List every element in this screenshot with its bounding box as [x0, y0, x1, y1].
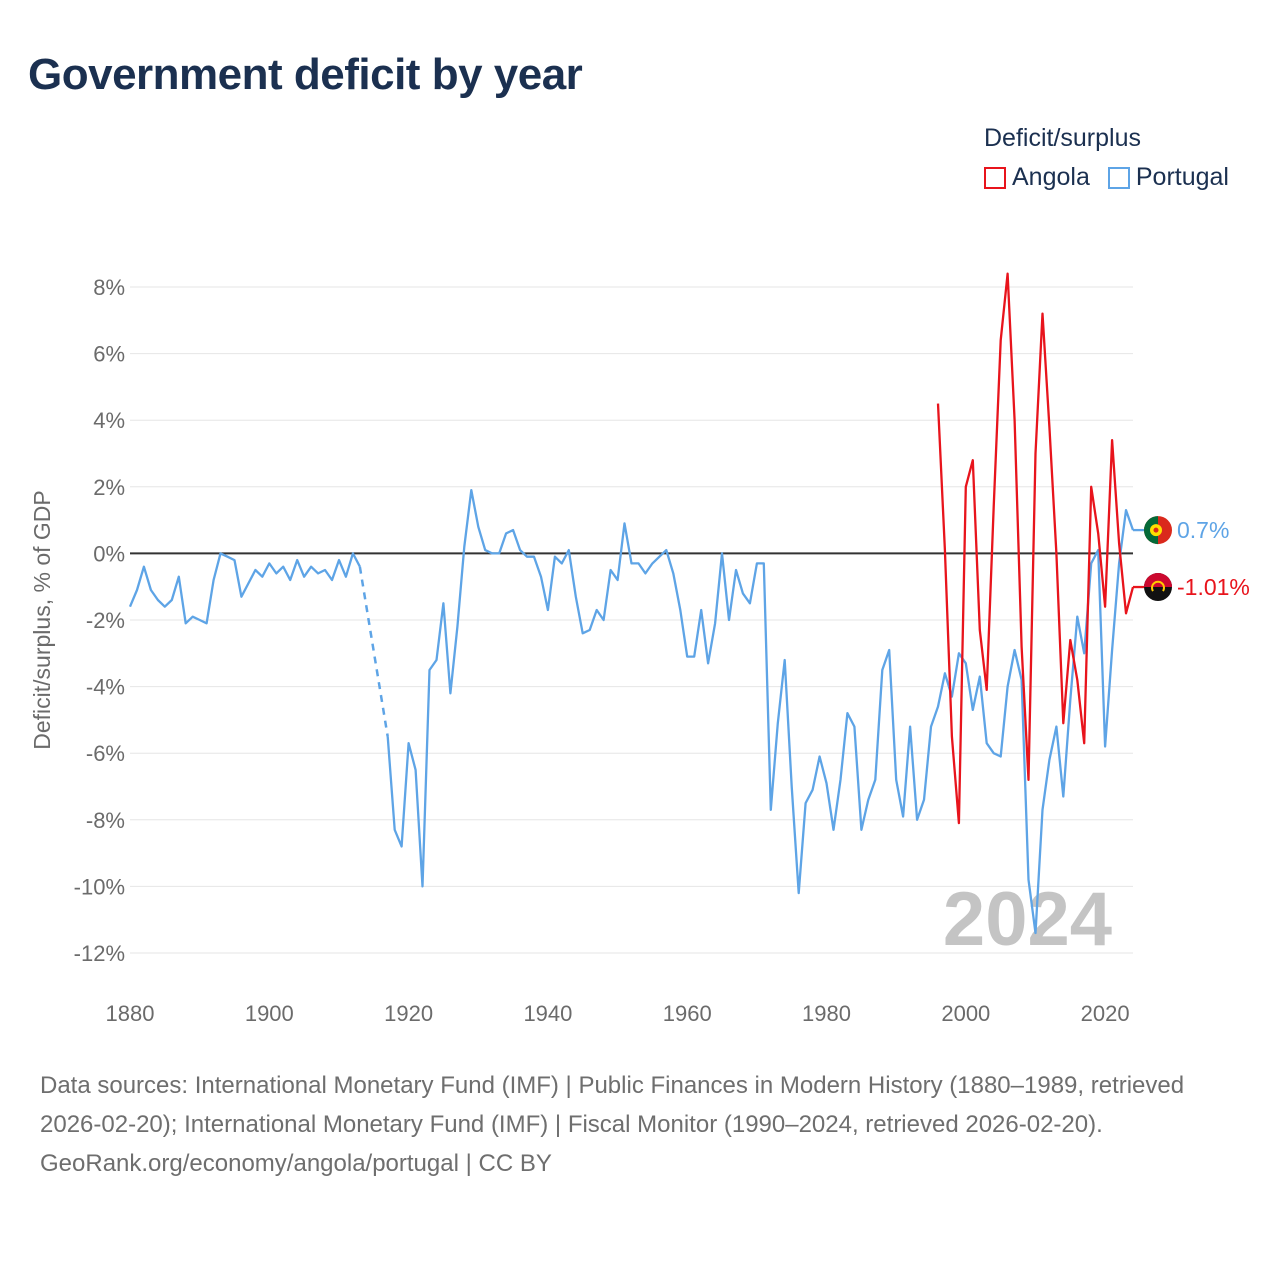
year-watermark: 2024	[943, 877, 1112, 962]
portugal-gap-segment	[358, 566, 389, 737]
legend-title: Deficit/surplus	[984, 124, 1141, 152]
angola-flag-red	[1144, 573, 1172, 588]
y-tick-label: 6%	[93, 342, 125, 367]
legend-swatch-angola	[984, 166, 1006, 189]
x-tick-label: 2000	[941, 1001, 990, 1026]
portugal-line	[128, 552, 361, 625]
legend-item-portugal[interactable]: Portugal	[1107, 163, 1229, 192]
x-tick-label: 1940	[523, 1001, 572, 1026]
x-tick-label: 1900	[245, 1001, 294, 1026]
y-axis-title: Deficit/surplus, % of GDP	[29, 490, 55, 749]
y-tick-label: -6%	[86, 741, 125, 766]
y-tick-label: -4%	[86, 675, 125, 700]
angola-end-label: -1.01%	[1177, 574, 1250, 600]
y-tick-label: -10%	[74, 874, 125, 899]
x-tick-label: 1980	[802, 1001, 851, 1026]
legend-item-angola[interactable]: Angola	[984, 163, 1090, 192]
y-tick-label: -2%	[86, 608, 125, 633]
legend: Deficit/surplus Angola Portugal	[984, 124, 1229, 192]
portugal-flag-shield	[1153, 527, 1159, 533]
angola-line	[936, 272, 1135, 825]
data-sources: Data sources: International Monetary Fun…	[40, 1072, 1185, 1138]
x-tick-label: 1960	[663, 1001, 712, 1026]
y-tick-label: 8%	[93, 275, 125, 300]
x-tick-label: 1880	[106, 1001, 155, 1026]
portugal-line	[386, 488, 1135, 935]
y-tick-label: -12%	[74, 941, 125, 966]
x-tick-label: 2020	[1081, 1001, 1130, 1026]
y-tick-label: 2%	[93, 475, 125, 500]
line-chart: 8% 6% 4% 2% 0% -2% -4% -6% -8% -10% -12% 1880 1900 19…	[29, 272, 1250, 1026]
x-tick-label: 1920	[384, 1001, 433, 1026]
y-tick-label: 0%	[93, 541, 125, 566]
legend-swatch-portugal	[1107, 166, 1130, 189]
footer: Data sources: International Monetary Fun…	[40, 1066, 1240, 1183]
portugal-end-label: 0.7%	[1177, 517, 1229, 543]
chart-title: Government deficit by year	[28, 50, 583, 99]
y-tick-label: 4%	[93, 408, 125, 433]
legend-label-portugal: Portugal	[1135, 163, 1229, 191]
legend-label-angola: Angola	[1012, 163, 1090, 191]
credit-line: GeoRank.org/economy/angola/portugal | CC…	[40, 1150, 552, 1177]
angola-flag-emblem	[1151, 580, 1165, 592]
y-tick-label: -8%	[86, 808, 125, 833]
